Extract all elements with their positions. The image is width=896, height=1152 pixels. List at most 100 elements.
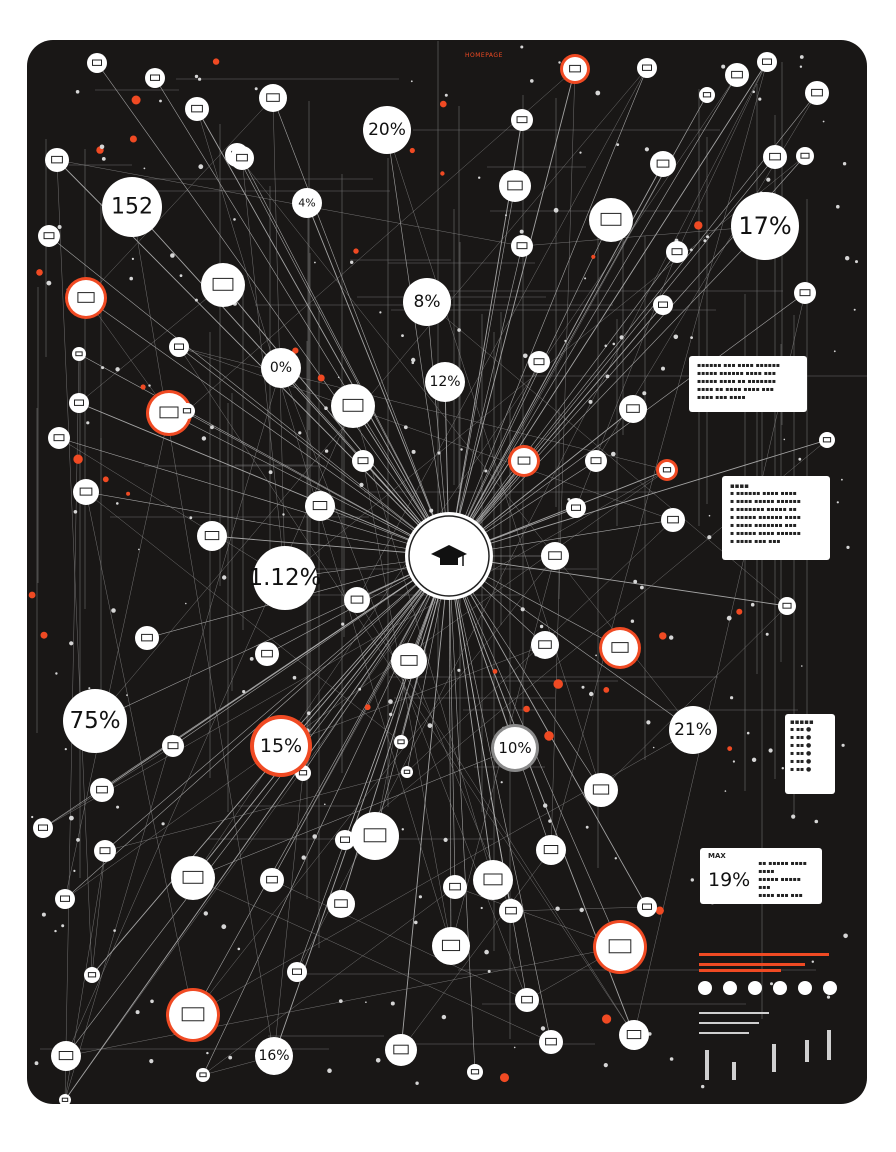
max-card-value: 19% — [708, 869, 751, 891]
node-icon — [327, 890, 355, 918]
bottom-right-widget — [698, 953, 837, 1080]
stat-node: 10% — [491, 724, 539, 772]
stat-value: 17% — [738, 212, 791, 240]
node-icon — [757, 52, 777, 72]
stat-node: 4% — [292, 188, 322, 218]
node-icon — [819, 432, 835, 448]
info-card-top-right: ▪▪▪▪▪▪ ▪▪▪ ▪▪▪▪ ▪▪▪▪▪▪ ▪▪▪▪▪ ▪▪▪▪▪▪ ▪▪▪▪… — [689, 356, 807, 412]
stat-node: 20% — [363, 106, 411, 154]
node-icon — [656, 459, 678, 481]
info-card-list: ▪▪▪▪ ▪ ▪▪▪▪▪▪ ▪▪▪▪ ▪▪▪▪ ▪ ▪▪▪▪ ▪▪▪▪▪ ▪▪▪… — [722, 476, 830, 560]
node-icon — [48, 427, 70, 449]
node-icon — [599, 627, 641, 669]
node-icon — [650, 151, 676, 177]
stat-node: 12% — [425, 362, 465, 402]
stat-value: 15% — [260, 735, 302, 757]
node-icon — [511, 235, 533, 257]
node-icon — [637, 58, 657, 78]
stat-value: 16% — [258, 1048, 289, 1064]
node-icon — [331, 384, 375, 428]
node-icon — [45, 148, 69, 172]
stat-value: 75% — [69, 708, 120, 734]
node-icon — [69, 393, 89, 413]
node-icon — [335, 830, 355, 850]
node-icon — [230, 146, 254, 170]
node-icon — [499, 170, 531, 202]
stat-node: 1.12% — [248, 546, 322, 610]
stat-node: 0% — [261, 348, 301, 388]
node-icon — [90, 778, 114, 802]
node-icon — [560, 54, 590, 84]
node-icon — [84, 967, 100, 983]
stat-node: 16% — [255, 1037, 293, 1075]
node-icon — [162, 735, 184, 757]
node-icon — [473, 860, 513, 900]
node-icon — [197, 521, 227, 551]
node-icon — [344, 587, 370, 613]
node-icon — [508, 445, 540, 477]
legend-card: ▪▪▪▪▪ ▪ ▪▪ ● ▪ ▪▪ ● ▪ ▪▪ ● ▪ ▪▪ ● ▪ ▪▪ ● ▪ ▪… — [785, 714, 835, 794]
node-icon — [589, 198, 633, 242]
node-icon — [511, 109, 533, 131]
node-icon — [699, 87, 715, 103]
stat-value: 1.12% — [248, 565, 321, 591]
node-icon — [619, 395, 647, 423]
node-icon — [87, 53, 107, 73]
node-icon — [255, 642, 279, 666]
stat-value: 12% — [429, 374, 460, 390]
node-icon — [259, 84, 287, 112]
max-card: MAX 19% ▪▪ ▪▪▪▪▪ ▪▪▪▪ ▪▪▪▪ ▪▪▪▪▪ ▪▪▪▪▪ ▪▪… — [700, 848, 822, 904]
node-icon — [541, 542, 569, 570]
node-icon — [778, 597, 796, 615]
node-icon — [619, 1020, 649, 1050]
graduation-cap-icon — [405, 512, 493, 600]
stat-value: 21% — [674, 720, 712, 740]
network-svg: 152 20% 17% 4% 8% 0% 12% 1.12% 75% 15% 10% 21% 16% — [28, 41, 867, 1104]
stat-node: 17% — [731, 192, 799, 260]
stat-node: 152 — [102, 177, 162, 237]
node-icon — [166, 988, 220, 1042]
network-diagram-panel: 152 20% 17% 4% 8% 0% 12% 1.12% 75% 15% 10% 21% 16% ▪… — [27, 40, 867, 1104]
node-icon — [593, 920, 647, 974]
node-icon — [51, 1041, 81, 1071]
node-icon — [145, 68, 165, 88]
node-icon — [94, 840, 116, 862]
node-icon — [531, 631, 559, 659]
stat-value: 20% — [368, 120, 406, 140]
node-icon — [135, 626, 159, 650]
node-icon — [305, 491, 335, 521]
node-icon — [528, 351, 550, 373]
node-icon — [584, 773, 618, 807]
node-icon — [146, 390, 192, 436]
node-icon — [260, 868, 284, 892]
node-icon — [72, 347, 86, 361]
stat-node: 21% — [669, 706, 717, 754]
node-icon — [515, 988, 539, 1012]
node-icon — [169, 337, 189, 357]
node-icon — [351, 812, 399, 860]
node-icon — [725, 63, 749, 87]
stat-value: 0% — [270, 360, 292, 376]
node-icon — [65, 277, 107, 319]
stat-value: 8% — [414, 292, 441, 312]
stat-node: 75% — [63, 689, 127, 753]
stat-value: 152 — [111, 195, 153, 220]
node-icon — [661, 508, 685, 532]
node-icon — [653, 295, 673, 315]
node-icon — [796, 147, 814, 165]
stat-node: 15% — [250, 715, 312, 777]
stat-value: 10% — [498, 739, 531, 757]
stat-value: 4% — [298, 197, 315, 210]
node-icon — [55, 889, 75, 909]
node-icon — [539, 1030, 563, 1054]
node-icon — [637, 897, 657, 917]
node-icon — [666, 241, 688, 263]
max-card-label: MAX — [708, 852, 726, 860]
node-icon — [73, 479, 99, 505]
node-icon — [401, 766, 413, 778]
node-icon — [499, 899, 523, 923]
node-icon — [201, 263, 245, 307]
node-icon — [536, 835, 566, 865]
node-icon — [467, 1064, 483, 1080]
node-icon — [59, 1094, 71, 1104]
